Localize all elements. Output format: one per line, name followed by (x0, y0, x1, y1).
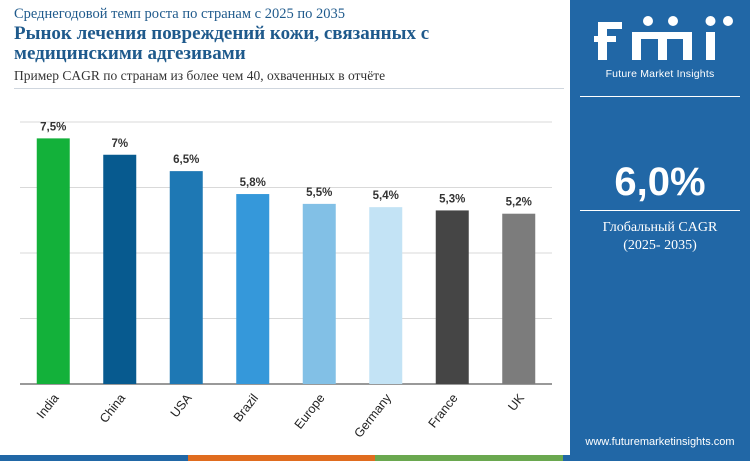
global-cagr-label: Глобальный CAGR (602, 220, 718, 235)
bar-china (103, 154, 137, 384)
bar-germany (369, 207, 403, 384)
bar-uk (502, 213, 536, 384)
panel-divider-mid (580, 210, 740, 211)
x-tick-label: China (97, 391, 128, 425)
website-link[interactable]: www.futuremarketinsights.com (585, 436, 735, 448)
bar-chart: 7,5% India 7% China 6,5% USA 5,8% Brazil 5,5% Eur… (20, 121, 552, 441)
panel-divider-top (580, 96, 740, 97)
bar-france (435, 210, 469, 384)
bar-value-label: 5,8% (240, 177, 266, 189)
bar-value-label: 6,5% (173, 154, 199, 166)
x-tick-label: Germany (351, 391, 394, 441)
footer-color-strip (0, 455, 750, 461)
footer-strip-segment (375, 455, 563, 461)
x-tick-label: France (426, 391, 461, 430)
logo-tagline: Future Market Insights (605, 68, 715, 80)
global-cagr-period: (2025- 2035) (623, 238, 697, 253)
global-cagr-value: 6,0% (614, 160, 706, 204)
fmi-logo (594, 16, 733, 60)
bar-brazil (236, 194, 270, 384)
chart-caption: Пример CAGR по странам из более чем 40, … (14, 68, 386, 83)
bar-value-label: 7% (111, 138, 128, 150)
bar-europe (302, 203, 336, 384)
bar-value-label: 5,4% (373, 190, 399, 202)
footer-strip-segment (0, 455, 188, 461)
summary-panel: Future Market Insights 6,0% Глобальный C… (570, 0, 750, 455)
x-tick-label: USA (168, 391, 195, 420)
chart-title: Рынок лечения повреждений кожи, связанны… (14, 23, 430, 64)
header-divider (14, 88, 564, 89)
chart-header: Среднегодовой темп роста по странам с 20… (14, 6, 564, 84)
footer-strip-segment (187, 455, 375, 461)
x-tick-label: India (34, 391, 62, 421)
x-tick-label: UK (505, 391, 527, 414)
x-tick-label: Brazil (231, 391, 261, 424)
bar-value-label: 5,2% (506, 197, 532, 209)
bar-value-label: 5,5% (306, 187, 332, 199)
x-tick-label: Europe (292, 391, 328, 431)
footer-strip-segment (562, 455, 750, 461)
bar-value-label: 5,3% (439, 193, 465, 205)
bar-usa (169, 171, 203, 384)
bar-india (36, 138, 70, 384)
chart-subtitle: Среднегодовой темп роста по странам с 20… (14, 6, 345, 22)
bar-value-label: 7,5% (40, 121, 66, 133)
